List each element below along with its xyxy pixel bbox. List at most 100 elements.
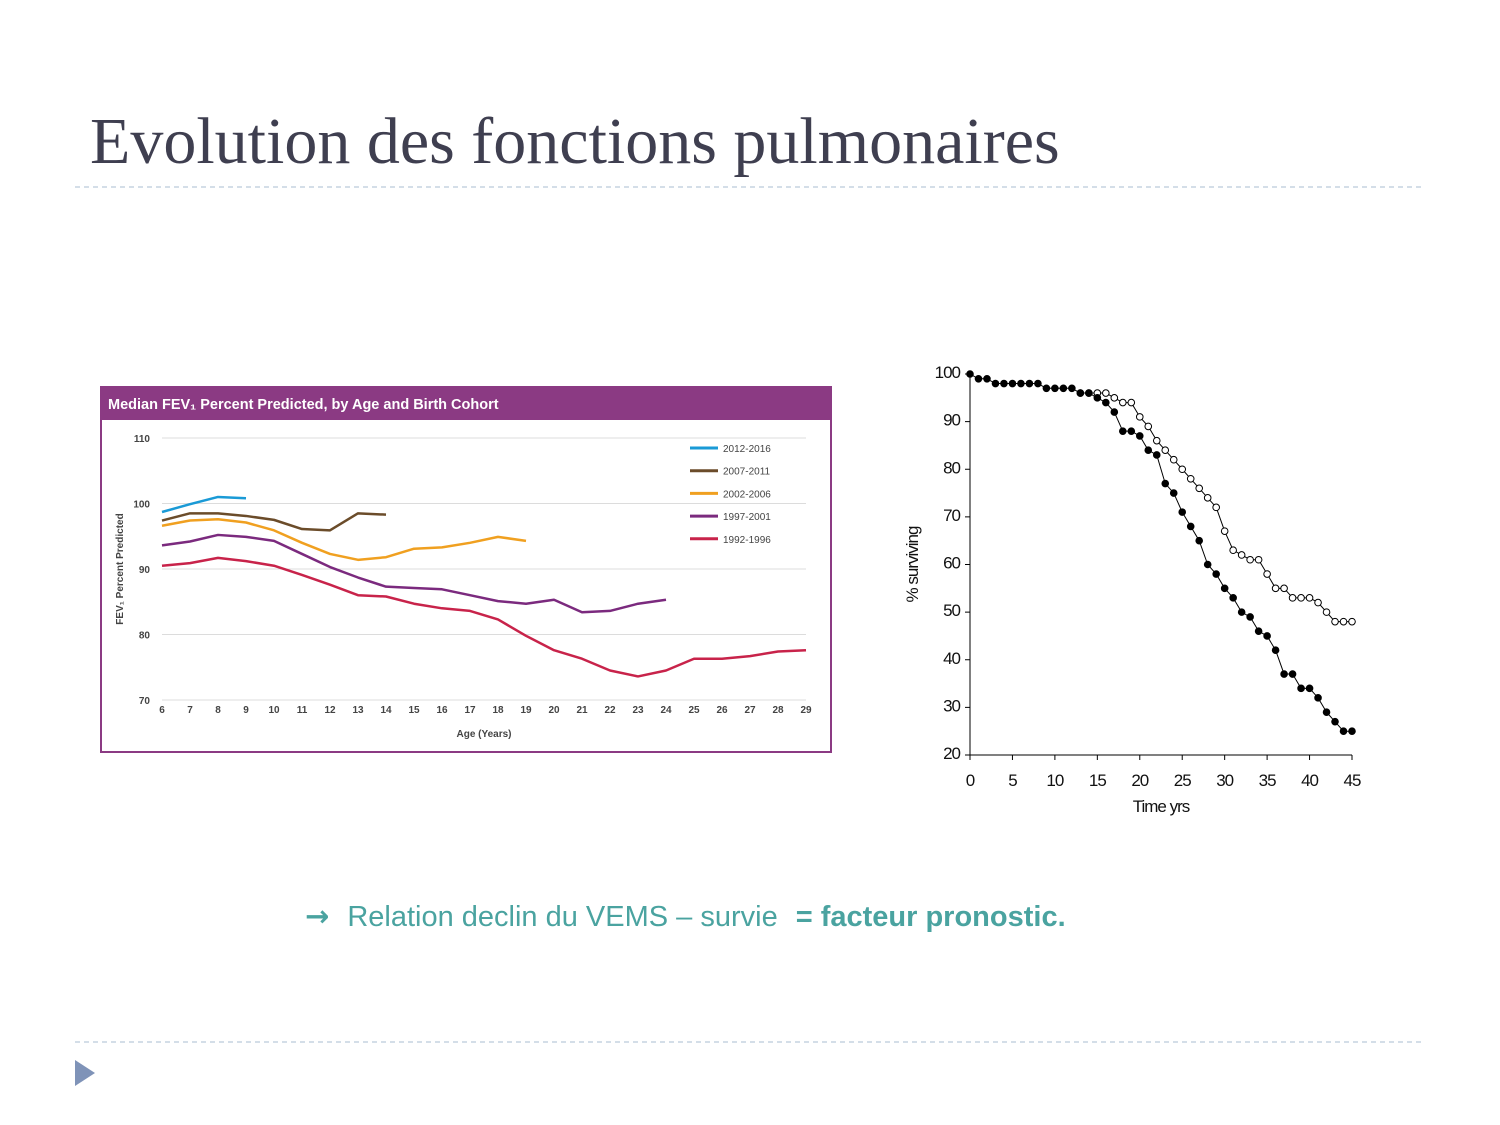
data-point — [1085, 389, 1093, 397]
data-point — [1280, 670, 1288, 678]
data-point — [1144, 422, 1153, 431]
x-tick-label: 19 — [520, 705, 532, 716]
y-axis-label: % surviving — [903, 526, 922, 602]
data-point — [1331, 717, 1339, 726]
x-tick-label: 16 — [436, 705, 448, 716]
x-tick-label: 0 — [966, 771, 975, 790]
data-point — [1169, 489, 1178, 497]
x-tick-label: 40 — [1301, 771, 1318, 790]
x-tick-label: 15 — [408, 705, 420, 716]
data-point — [1076, 389, 1085, 397]
y-tick-label: 60 — [943, 554, 960, 573]
data-point — [1169, 455, 1178, 464]
chart-title: Median FEV₁ Percent Predicted, by Age an… — [108, 397, 499, 413]
y-axis-label: FEV₁ Percent Predicted — [115, 513, 126, 624]
y-tick-label: 110 — [134, 434, 151, 445]
data-point — [1339, 727, 1348, 735]
data-point — [1339, 617, 1348, 626]
data-point — [1237, 608, 1246, 616]
data-point — [1288, 594, 1297, 602]
x-tick-label: 26 — [716, 705, 728, 716]
data-point — [1135, 413, 1144, 421]
x-tick-label: 8 — [215, 705, 221, 716]
data-point — [1127, 398, 1136, 407]
x-tick-label: 9 — [243, 705, 249, 716]
data-point — [1348, 617, 1356, 626]
survival-chart: 20 30 40 50 60 70 80 90 100 0 5 10 15 20 25 30 35 40 45 % s… — [903, 363, 1362, 816]
data-point — [1229, 546, 1237, 555]
x-tick-label: 20 — [548, 705, 560, 716]
data-point — [1220, 527, 1229, 535]
data-point — [1322, 708, 1331, 716]
data-point — [1314, 694, 1322, 702]
legend-label: 1997-2001 — [723, 512, 771, 523]
data-point — [1178, 465, 1187, 474]
data-point — [1119, 398, 1127, 407]
data-point — [1102, 389, 1110, 397]
slide-title: Evolution des fonctions pulmonaires — [90, 105, 1060, 178]
data-point — [1186, 522, 1195, 531]
x-tick-label: 20 — [1131, 771, 1148, 790]
x-tick-label: 23 — [632, 705, 644, 716]
data-point — [1161, 446, 1170, 455]
data-point — [1271, 646, 1280, 655]
data-point — [1246, 613, 1254, 621]
x-tick-label: 10 — [1046, 771, 1063, 790]
legend-label: 2002-2006 — [723, 489, 771, 500]
caption-text: Relation declin du VEMS – survie — [347, 901, 777, 933]
y-tick-label: 100 — [935, 363, 961, 382]
x-tick-label: 5 — [1008, 771, 1017, 790]
data-point — [1042, 384, 1051, 393]
x-tick-label: 25 — [1174, 771, 1191, 790]
data-point — [1110, 408, 1119, 416]
data-point — [1152, 436, 1161, 445]
data-point — [1025, 379, 1034, 388]
data-point — [1246, 555, 1254, 564]
data-point — [1068, 384, 1076, 393]
data-point — [1254, 627, 1263, 635]
x-axis-label: Age (Years) — [456, 729, 511, 740]
series-line — [161, 533, 667, 614]
data-point — [1119, 427, 1127, 435]
data-point — [1186, 474, 1195, 483]
data-point — [1305, 594, 1314, 602]
x-tick-label: 22 — [604, 705, 616, 716]
data-point — [983, 374, 991, 383]
data-point — [991, 379, 1000, 388]
data-point — [1220, 584, 1229, 593]
x-tick-label: 15 — [1089, 771, 1106, 790]
data-point — [1348, 727, 1356, 735]
series-line — [969, 373, 1352, 732]
x-tick-label: 29 — [800, 705, 812, 716]
bullet-icon — [75, 1060, 95, 1086]
data-point — [1237, 551, 1246, 559]
data-point — [1195, 484, 1203, 493]
x-tick-label: 13 — [352, 705, 364, 716]
data-point — [1178, 508, 1187, 516]
x-tick-label: 7 — [187, 705, 193, 716]
data-point — [1017, 379, 1025, 388]
caption-arrow: → — [305, 899, 329, 933]
data-point — [1110, 394, 1119, 402]
data-point — [1271, 584, 1280, 593]
data-point — [1297, 684, 1305, 693]
data-point — [1059, 384, 1068, 393]
x-tick-label: 11 — [297, 705, 308, 716]
series-line — [161, 556, 807, 678]
caption: → Relation declin du VEMS – survie = facte… — [305, 899, 1066, 933]
legend-label: 2007-2011 — [723, 467, 771, 478]
data-point — [1144, 446, 1153, 455]
x-tick-label: 25 — [688, 705, 700, 716]
y-tick-label: 40 — [943, 649, 960, 668]
x-tick-label: 30 — [1216, 771, 1233, 790]
data-point — [1127, 427, 1136, 435]
y-tick-label: 30 — [943, 696, 960, 715]
x-tick-label: 35 — [1259, 771, 1276, 790]
x-tick-label: 6 — [159, 705, 165, 716]
chart-header — [101, 387, 831, 420]
series-line — [161, 512, 387, 532]
data-point — [1102, 398, 1110, 407]
data-point — [1008, 379, 1017, 388]
data-point — [1203, 560, 1212, 569]
series-line — [161, 517, 527, 562]
